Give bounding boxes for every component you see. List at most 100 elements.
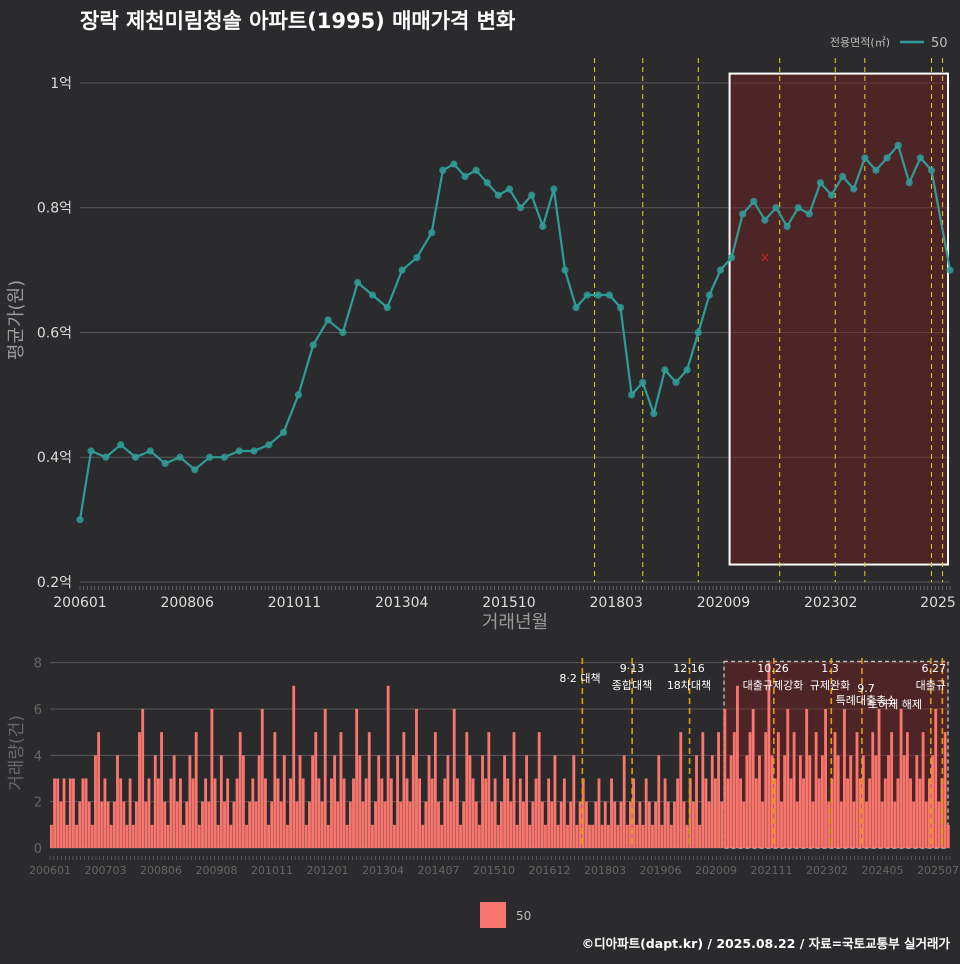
- volume-bar: [773, 778, 777, 848]
- price-point: [161, 459, 169, 468]
- volume-bar: [899, 708, 903, 848]
- price-point: [131, 453, 140, 461]
- volume-bar: [286, 824, 289, 848]
- volume-bar: [654, 801, 658, 848]
- volume-bar: [720, 801, 724, 848]
- price-point: [739, 210, 747, 218]
- volume-bar: [638, 801, 642, 848]
- price-point: [894, 141, 902, 149]
- volume-bar: [175, 801, 179, 848]
- volume-bar: [405, 778, 409, 848]
- policy-annotation-name: 대출규: [916, 679, 946, 692]
- volume-bar: [805, 708, 809, 848]
- price-point: [750, 197, 758, 206]
- volume-bar: [594, 801, 598, 848]
- volume-bar: [399, 801, 403, 848]
- volume-bar: [210, 708, 214, 848]
- x-tick-label: 202111: [751, 864, 793, 877]
- volume-bar: [427, 755, 431, 848]
- chart-title: 장락 제천미림청솔 아파트(1995) 매매가격 변화: [80, 9, 516, 33]
- volume-bar: [160, 732, 163, 848]
- volume-bar: [81, 778, 85, 848]
- price-point: [450, 160, 458, 168]
- volume-bar: [459, 824, 462, 848]
- volume-bar: [559, 801, 563, 848]
- price-point: [694, 328, 702, 337]
- volume-bar: [367, 732, 371, 848]
- volume-bar: [408, 801, 412, 848]
- price-point: [461, 172, 469, 181]
- volume-bar: [871, 732, 875, 848]
- volume-bar: [562, 778, 566, 848]
- policy-annotation-date: 9.7: [857, 682, 875, 695]
- volume-bar: [915, 755, 919, 848]
- price-point: [280, 428, 288, 436]
- volume-bar: [97, 732, 101, 848]
- x-tick-label: 201201: [307, 864, 349, 877]
- volume-bar: [207, 801, 211, 848]
- policy-annotation-name: 규제완화: [810, 679, 850, 692]
- x-tick-label: 201011: [268, 595, 321, 611]
- volume-bar: [238, 732, 242, 848]
- volume-bar: [201, 801, 204, 848]
- price-point: [850, 185, 858, 193]
- volume-bar: [776, 732, 780, 848]
- volume-bar: [468, 755, 472, 848]
- volume-bar: [666, 801, 670, 848]
- volume-bar: [50, 824, 53, 848]
- volume-bar: [418, 778, 422, 848]
- volume-bar: [53, 778, 56, 848]
- volume-bar: [226, 778, 230, 848]
- price-point: [572, 303, 580, 312]
- volume-bar: [877, 708, 881, 848]
- volume-bar: [676, 778, 680, 848]
- volume-bar: [673, 801, 676, 848]
- volume-bar: [462, 801, 466, 848]
- price-point: [683, 366, 691, 374]
- volume-bar: [682, 801, 686, 848]
- volume-bar: [496, 824, 500, 848]
- x-axis-title: 거래년월: [482, 612, 548, 633]
- volume-bar: [481, 755, 484, 848]
- volume-bar: [647, 801, 651, 848]
- price-point: [354, 278, 362, 287]
- volume-bar: [817, 778, 821, 848]
- price-point: [661, 366, 669, 374]
- volume-bar: [339, 732, 343, 848]
- volume-bar: [597, 778, 601, 848]
- volume-bar: [739, 778, 743, 848]
- volume-bar: [547, 778, 551, 848]
- volume-bar: [326, 824, 330, 848]
- volume-bar: [112, 801, 116, 848]
- volume-bar: [125, 824, 129, 848]
- volume-bar: [197, 824, 201, 848]
- price-point: [76, 516, 84, 524]
- volume-bar: [500, 801, 503, 848]
- volume-bar: [342, 778, 346, 848]
- price-point: [339, 328, 347, 337]
- volume-bar: [84, 778, 88, 848]
- volume-bar: [701, 732, 705, 848]
- price-point: [946, 266, 954, 274]
- volume-bar: [204, 778, 208, 848]
- volume-bar: [581, 778, 585, 848]
- volume-bar: [364, 778, 368, 848]
- price-point: [628, 391, 636, 399]
- price-point: [639, 378, 647, 386]
- volume-bar: [411, 755, 415, 848]
- volume-bar: [424, 801, 428, 848]
- volume-bar: [732, 732, 736, 848]
- volume-bar: [330, 778, 333, 848]
- volume-bar: [389, 778, 393, 848]
- x-tick-label: 200806: [161, 595, 215, 611]
- price-point: [368, 291, 377, 299]
- volume-bar: [56, 778, 60, 848]
- price-point: [705, 291, 713, 299]
- x-tick-label: 202302: [804, 595, 857, 611]
- volume-bar: [295, 801, 299, 848]
- volume-bar: [377, 755, 381, 848]
- volume-bar: [556, 824, 560, 848]
- x-tick-label: 201803: [590, 595, 643, 611]
